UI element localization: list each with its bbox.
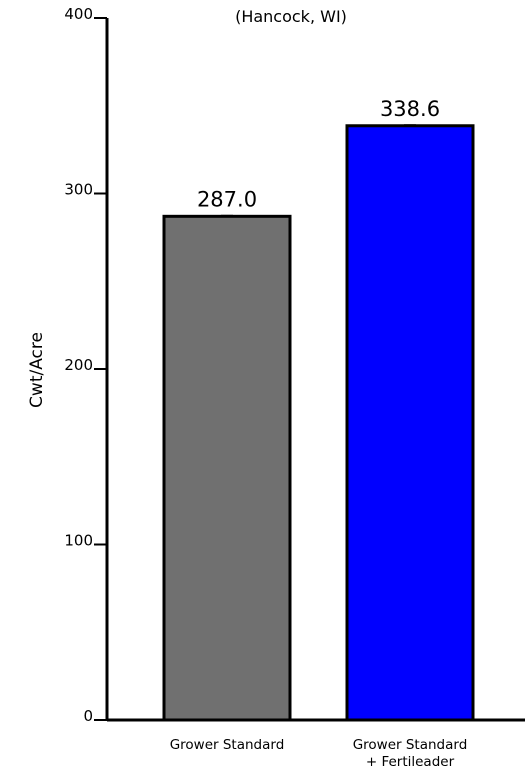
bar — [162, 214, 292, 722]
x-category-label: Grower Standard — [170, 737, 285, 753]
y-tick-label: 400 — [64, 5, 93, 23]
bar-value-label: 287.0 — [197, 187, 257, 211]
x-category-label: Grower Standard — [353, 737, 468, 753]
y-tick-label: 300 — [64, 181, 93, 199]
y-axis-title: Cwt/Acre — [27, 332, 47, 408]
bar — [345, 124, 475, 722]
y-tick-label: 100 — [64, 532, 93, 550]
y-tick-label: 0 — [83, 707, 93, 725]
bar-value-label: 338.6 — [380, 97, 440, 121]
x-category-label: + Fertileader — [366, 754, 455, 769]
y-tick-label: 200 — [64, 356, 93, 374]
chart-subtitle: (Hancock, WI) — [235, 7, 347, 26]
